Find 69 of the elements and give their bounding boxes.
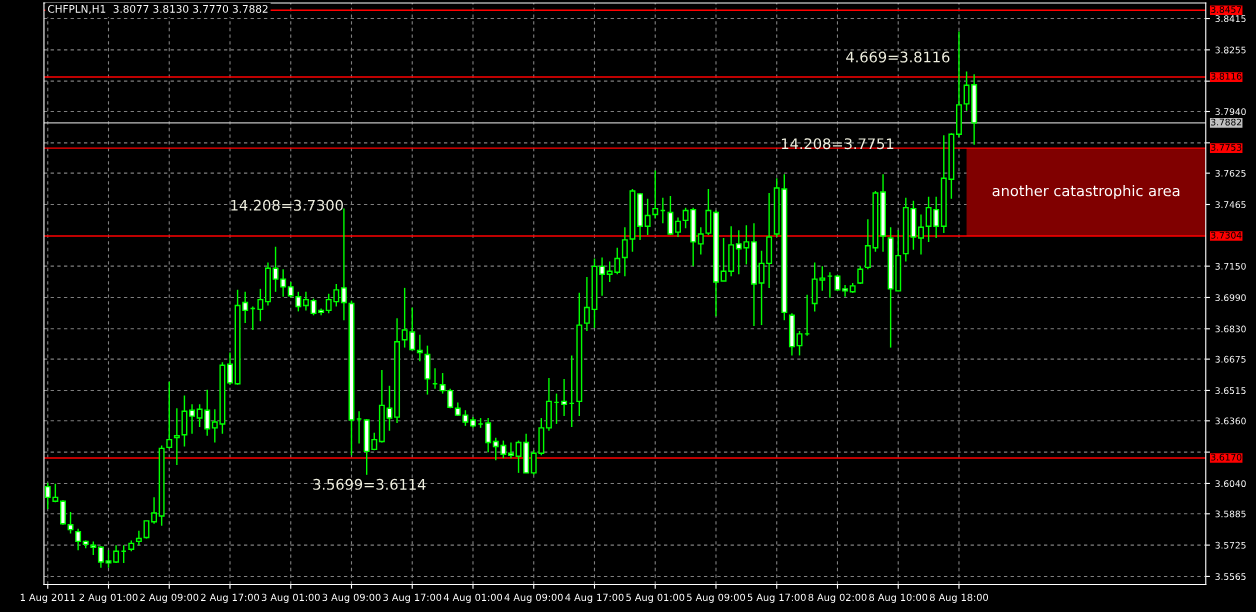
candlestick <box>97 545 104 569</box>
x-tick-label: 8 Aug 10:00 <box>869 593 928 603</box>
candlestick <box>166 381 173 450</box>
ref-line-label: 3.6170 <box>1211 453 1242 461</box>
x-tick-label: 2 Aug 09:00 <box>140 593 199 603</box>
y-tick-label: 3.6990 <box>1215 294 1246 302</box>
candlestick <box>135 529 142 547</box>
y-tick-label: 3.6675 <box>1215 355 1246 363</box>
y-tick-label: 3.7940 <box>1215 108 1246 116</box>
ref-line-label: 3.8457 <box>1211 6 1242 13</box>
candlestick <box>59 499 66 526</box>
annotation: 14.208=3.7300 <box>231 199 343 211</box>
candlestick <box>675 216 681 238</box>
candlestick <box>416 334 423 362</box>
candlestick <box>507 441 514 459</box>
candlestick <box>75 527 82 551</box>
y-tick-label: 3.7150 <box>1215 262 1246 270</box>
x-tick-label: 5 Aug 17:00 <box>747 593 806 603</box>
x-tick-label: 3 Aug 17:00 <box>383 593 442 603</box>
y-tick-label: 3.5885 <box>1215 510 1246 518</box>
y-tick-label: 3.6360 <box>1215 417 1246 425</box>
x-tick-label: 2 Aug 17:00 <box>201 593 260 603</box>
annotation: 3.5699=3.6114 <box>313 478 426 490</box>
ref-line-label: 3.7882 <box>1211 118 1242 126</box>
x-tick-label: 5 Aug 09:00 <box>687 593 746 603</box>
y-tick-label: 3.6830 <box>1215 325 1246 333</box>
y-tick-label: 3.6515 <box>1215 387 1246 395</box>
ref-line-label: 3.8116 <box>1211 72 1242 80</box>
candlestick <box>561 378 568 417</box>
x-tick-label: 3 Aug 09:00 <box>322 593 381 603</box>
y-tick-label: 3.5565 <box>1215 573 1246 580</box>
candlestick <box>302 291 309 312</box>
y-tick-label: 3.8255 <box>1215 46 1246 54</box>
y-tick-label: 3.6040 <box>1215 480 1246 488</box>
x-tick-label: 8 Aug 02:00 <box>808 593 867 603</box>
candlestick <box>189 403 196 435</box>
x-tick-label: 4 Aug 01:00 <box>443 593 503 603</box>
candlestick <box>667 195 674 236</box>
band-label: another catastrophic area <box>992 185 1180 200</box>
y-tick-label: 3.8415 <box>1215 15 1246 23</box>
candlestick <box>918 213 924 256</box>
candlestick <box>652 169 659 220</box>
annotation: 14.208=3.7751 <box>781 138 894 150</box>
x-tick-label: 3 Aug 01:00 <box>261 593 320 603</box>
ref-line-label: 3.7753 <box>1211 143 1242 151</box>
x-tick-label: 2 Aug 01:00 <box>79 593 138 603</box>
annotation: 4.669=3.8116 <box>846 51 950 63</box>
candlestick <box>295 291 302 313</box>
candlestick <box>67 511 74 535</box>
candlestick <box>599 256 606 297</box>
candlestick <box>842 284 849 298</box>
candlestick <box>173 407 180 466</box>
x-tick-label: 8 Aug 18:00 <box>929 593 989 603</box>
candlestick <box>181 394 188 448</box>
candlestick <box>227 351 233 386</box>
candlestick <box>485 417 492 454</box>
chart-title: CHFPLN,H1 3.8077 3.8130 3.7770 3.7882 <box>48 4 268 14</box>
candlestick <box>257 288 264 322</box>
x-tick-label: 1 Aug 2011 <box>20 593 75 603</box>
ref-line-label: 3.7304 <box>1211 231 1242 239</box>
y-tick-label: 3.5725 <box>1215 541 1246 549</box>
candlestick <box>151 496 158 525</box>
y-tick-label: 3.7625 <box>1215 169 1246 177</box>
candlestick <box>644 198 651 236</box>
x-tick-label: 4 Aug 09:00 <box>504 593 563 603</box>
x-tick-label: 5 Aug 01:00 <box>626 593 685 603</box>
candlestick <box>583 276 590 332</box>
y-tick-label: 3.7465 <box>1215 201 1246 209</box>
x-tick-label: 4 Aug 17:00 <box>565 593 624 603</box>
